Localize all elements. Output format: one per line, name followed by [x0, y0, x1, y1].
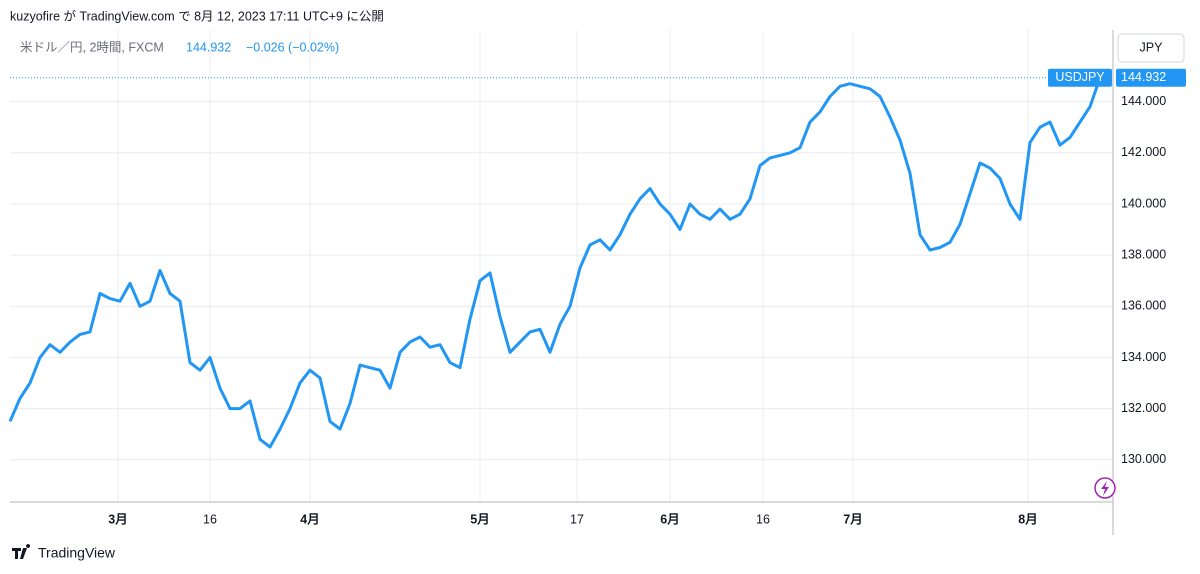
symbol-tag	[1048, 68, 1112, 87]
y-tick-label: 144.000	[1121, 94, 1166, 108]
x-tick-label: 6月	[660, 512, 679, 526]
y-tick-label: 136.000	[1121, 299, 1166, 313]
y-tick-label: 138.000	[1121, 247, 1166, 261]
header: kuzyofire が TradingView.com で 8月 12, 202…	[10, 8, 384, 23]
x-tick-label: 17	[570, 512, 584, 526]
legend-change: −0.026 (−0.02%)	[246, 40, 339, 54]
price-tag	[1116, 68, 1186, 87]
price-tag-label: 144.932	[1121, 70, 1166, 84]
y-tick-label: 140.000	[1121, 196, 1166, 210]
y-tick-label: 134.000	[1121, 350, 1166, 364]
y-tick-label: 130.000	[1121, 452, 1166, 466]
x-tick-label: 5月	[470, 512, 489, 526]
logo	[12, 544, 31, 559]
x-tick-label: 3月	[108, 512, 127, 526]
footer: TradingView	[38, 545, 116, 561]
x-tick-label: 8月	[1018, 512, 1037, 526]
x-tick-label: 4月	[300, 512, 319, 526]
currency: JPY	[1140, 40, 1164, 54]
alert-bolt	[1101, 481, 1109, 496]
x-tick-label: 16	[203, 512, 217, 526]
y-tick-label: 142.000	[1121, 145, 1166, 159]
x-tick-label: 16	[756, 512, 770, 526]
symbol-description: 米ドル／円, 2時間, FXCM	[20, 40, 164, 54]
x-tick-label: 7月	[843, 512, 862, 526]
currency-box[interactable]	[1117, 33, 1185, 63]
symbol-tag-label: USDJPY	[1055, 70, 1105, 84]
price-line	[8, 77, 1102, 449]
y-tick-label: 132.000	[1121, 401, 1166, 415]
legend-price: 144.932	[186, 40, 231, 54]
